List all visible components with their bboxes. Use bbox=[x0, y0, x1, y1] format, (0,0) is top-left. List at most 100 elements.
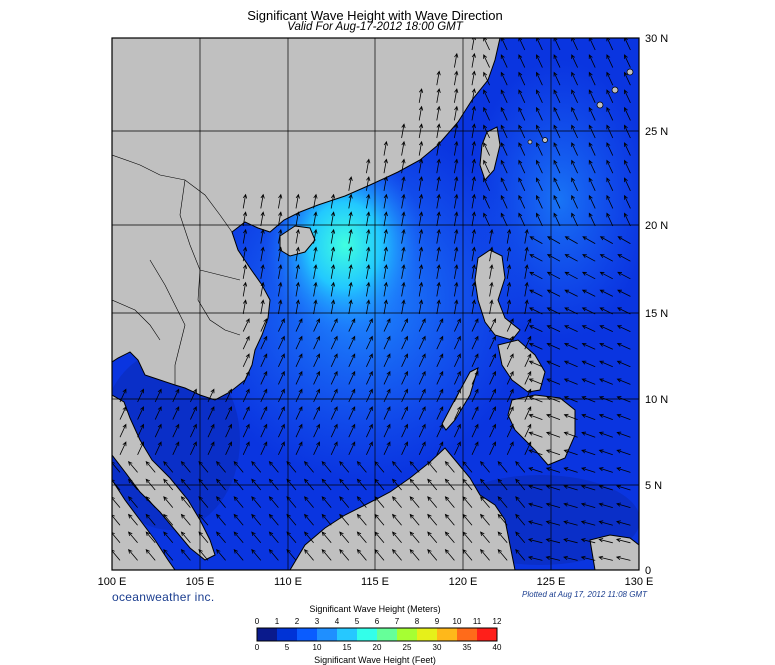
lat-label-25: 25 N bbox=[645, 126, 668, 138]
wave-arrow bbox=[500, 194, 508, 209]
wave-arrow bbox=[563, 484, 578, 491]
wave-arrow bbox=[260, 441, 268, 455]
wave-arrow bbox=[598, 378, 613, 385]
wave-arrow bbox=[295, 281, 300, 297]
wave-arrow bbox=[137, 423, 144, 438]
wave-arrow bbox=[163, 496, 174, 508]
wave-arrow bbox=[553, 38, 561, 51]
wave-arrow bbox=[383, 158, 388, 174]
wave-arrow bbox=[471, 105, 476, 121]
wave-arrow bbox=[571, 212, 578, 227]
wave-arrow bbox=[471, 70, 476, 86]
wave-arrow bbox=[172, 406, 180, 420]
wave-arrow bbox=[571, 106, 578, 121]
wave-arrow bbox=[321, 478, 332, 491]
colorbar-tick-meters: 0 bbox=[254, 617, 260, 626]
wave-arrow bbox=[356, 460, 367, 473]
wave-arrow bbox=[278, 264, 283, 279]
colorbar-swatch bbox=[357, 628, 378, 641]
wave-arrow bbox=[471, 406, 479, 420]
wave-arrow bbox=[454, 335, 461, 350]
wave-arrow bbox=[145, 460, 156, 473]
wave-arrow bbox=[617, 254, 631, 262]
wave-arrow bbox=[418, 423, 426, 438]
colorbar-frame bbox=[256, 627, 498, 642]
wave-arrow bbox=[528, 431, 543, 438]
wave-arrow bbox=[436, 211, 441, 227]
wave-arrow bbox=[546, 360, 561, 368]
wave-arrow bbox=[529, 289, 543, 297]
wave-field-moderate-east bbox=[470, 60, 639, 340]
wave-arrow bbox=[313, 281, 318, 297]
wave-arrow bbox=[515, 478, 526, 491]
wave-arrow bbox=[383, 264, 388, 279]
wave-arrow bbox=[278, 406, 285, 420]
wave-arrow bbox=[392, 513, 402, 526]
wave-arrow bbox=[278, 441, 285, 455]
wave-arrow bbox=[128, 460, 138, 473]
wave-arrow bbox=[616, 378, 631, 385]
wave-arrow bbox=[606, 106, 614, 121]
wave-arrow bbox=[581, 413, 596, 420]
wave-arrow bbox=[483, 71, 490, 86]
wave-arrow bbox=[518, 194, 526, 209]
wave-arrow bbox=[295, 264, 300, 279]
wave-arrow bbox=[418, 88, 424, 103]
colorbar-tick-feet: 5 bbox=[284, 643, 290, 652]
wave-arrow bbox=[536, 177, 543, 191]
wave-arrow bbox=[278, 193, 283, 209]
wave-arrow bbox=[497, 460, 508, 473]
wave-arrow bbox=[624, 54, 631, 68]
colorbar-swatch bbox=[457, 628, 478, 641]
island-ryukyu-5 bbox=[527, 139, 533, 145]
wave-arrow bbox=[366, 246, 371, 262]
wave-arrow bbox=[497, 531, 508, 544]
wave-arrow bbox=[251, 513, 262, 526]
wave-arrow bbox=[598, 538, 613, 544]
wave-arrow bbox=[564, 254, 578, 262]
wave-arrow bbox=[330, 281, 336, 297]
wave-arrow bbox=[606, 194, 614, 209]
wave-arrow bbox=[268, 460, 279, 473]
wave-arrow bbox=[278, 353, 285, 367]
wave-arrow bbox=[366, 158, 371, 174]
wave-arrow bbox=[366, 176, 371, 191]
sumatra bbox=[112, 479, 176, 570]
wave-arrow bbox=[401, 299, 406, 315]
wave-arrow bbox=[436, 193, 441, 209]
wave-arrow bbox=[119, 406, 127, 420]
wave-arrow bbox=[545, 520, 561, 526]
wave-arrow bbox=[489, 264, 494, 279]
wave-arrow bbox=[518, 106, 526, 121]
wave-arrow bbox=[278, 335, 285, 350]
wave-arrow bbox=[330, 299, 336, 315]
wave-arrow bbox=[454, 52, 459, 68]
colorbar-tick-feet: 35 bbox=[462, 643, 472, 652]
wave-arrow bbox=[528, 413, 543, 420]
wave-arrow bbox=[500, 38, 508, 51]
wave-arrow bbox=[454, 211, 459, 227]
wave-arrow bbox=[471, 193, 476, 209]
wave-arrow bbox=[278, 370, 285, 385]
wave-arrow bbox=[418, 406, 426, 420]
wave-arrow bbox=[471, 52, 476, 68]
wave-arrow bbox=[321, 531, 332, 544]
wave-arrow bbox=[615, 538, 631, 544]
wave-arrow bbox=[581, 449, 596, 456]
wave-arrow bbox=[454, 176, 459, 191]
wave-arrow bbox=[588, 124, 596, 139]
wave-arrow bbox=[418, 281, 424, 297]
wave-arrow bbox=[480, 496, 490, 508]
wave-arrow bbox=[588, 38, 596, 51]
wave-arrow bbox=[454, 70, 459, 86]
wave-arrow bbox=[295, 211, 300, 227]
wave-arrow bbox=[454, 105, 459, 121]
wave-arrow bbox=[546, 325, 561, 332]
wave-arrow bbox=[480, 460, 490, 473]
wave-arrow bbox=[278, 388, 285, 403]
wave-arrow bbox=[489, 335, 496, 350]
wave-arrow bbox=[528, 449, 543, 456]
wave-arrow bbox=[260, 193, 265, 209]
colorbar-swatch bbox=[337, 628, 358, 641]
wave-arrow bbox=[330, 318, 338, 332]
